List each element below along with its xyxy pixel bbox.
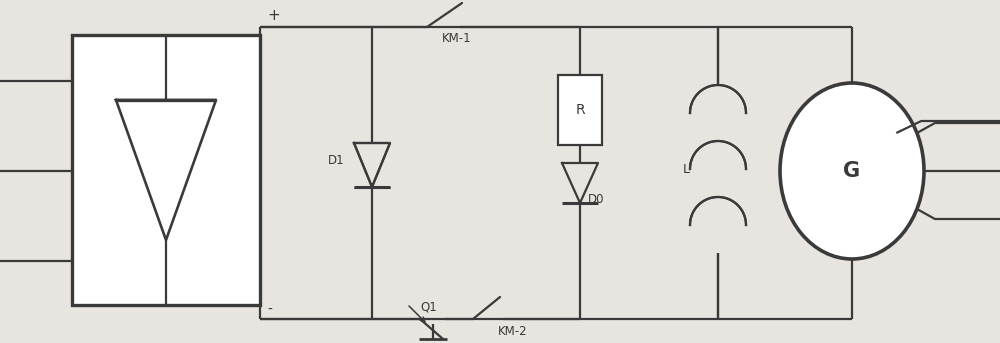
Bar [716, 85, 750, 253]
Text: -: - [267, 303, 272, 317]
Text: Q1: Q1 [420, 300, 437, 313]
Text: D0: D0 [588, 193, 604, 206]
Text: R: R [575, 103, 585, 117]
Text: KM-1: KM-1 [442, 32, 472, 45]
Text: +: + [267, 8, 280, 23]
Bar [352, 143, 392, 187]
Bar [560, 163, 600, 203]
Ellipse shape [780, 83, 924, 259]
Text: D1: D1 [327, 154, 344, 166]
Bar [558, 75, 602, 145]
Bar [72, 35, 260, 305]
Text: L: L [682, 163, 690, 176]
Text: KM-2: KM-2 [498, 325, 528, 338]
Text: G: G [843, 161, 861, 181]
